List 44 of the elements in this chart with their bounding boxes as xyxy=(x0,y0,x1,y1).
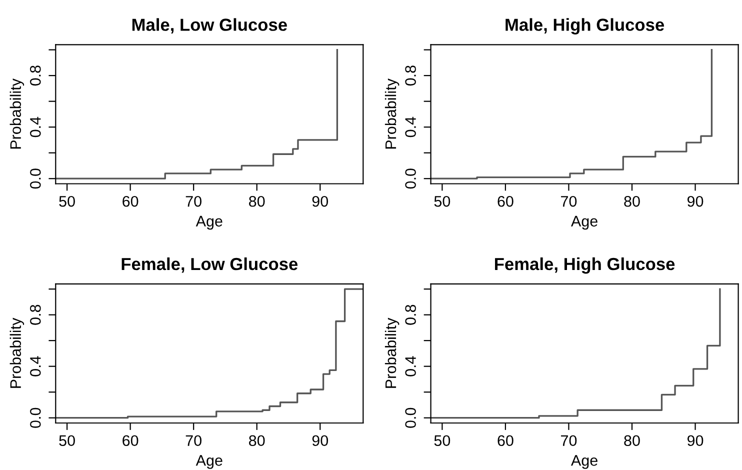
x-tick-label: 80 xyxy=(624,196,640,207)
y-tick-label: 0.8 xyxy=(405,304,416,325)
y-tick-label: 0.4 xyxy=(405,116,416,138)
x-tick-label: 50 xyxy=(59,435,75,446)
x-tick-label: 90 xyxy=(687,196,704,207)
y-axis-title: Probability xyxy=(384,78,400,149)
y-axis-title: Probability xyxy=(384,318,400,388)
y-tick-label: 0.0 xyxy=(30,408,41,428)
x-tick-label: 80 xyxy=(624,435,640,446)
y-tick-label: 0.0 xyxy=(405,168,416,189)
x-tick-label: 60 xyxy=(122,435,138,446)
chart-title: Male, Low Glucose xyxy=(132,18,287,34)
y-tick-label: 0.8 xyxy=(30,304,41,325)
y-tick-label: 0.4 xyxy=(30,356,41,376)
x-tick-label: 60 xyxy=(498,196,514,207)
y-axis-title: Probability xyxy=(10,78,24,149)
x-tick-label: 70 xyxy=(186,196,202,207)
x-axis-title: Age xyxy=(570,216,598,230)
x-tick-label: 90 xyxy=(687,435,704,446)
x-tick-label: 70 xyxy=(561,435,577,446)
y-tick-label: 0.8 xyxy=(30,66,41,86)
x-tick-label: 90 xyxy=(312,435,328,446)
x-tick-label: 70 xyxy=(561,196,577,207)
x-axis-title: Age xyxy=(196,455,222,469)
x-tick-label: 60 xyxy=(122,196,138,207)
chart-title: Male, High Glucose xyxy=(506,18,664,34)
y-tick-label: 0.0 xyxy=(405,408,416,428)
y-tick-label: 0.0 xyxy=(30,168,41,189)
x-tick-label: 50 xyxy=(59,196,75,207)
x-tick-label: 50 xyxy=(434,196,450,207)
x-tick-label: 80 xyxy=(249,435,265,446)
x-axis-title: Age xyxy=(570,455,598,469)
chart-title: Female, High Glucose xyxy=(495,257,675,274)
chart-title: Female, Low Glucose xyxy=(122,257,298,273)
y-tick-label: 0.8 xyxy=(405,66,416,86)
y-tick-label: 0.4 xyxy=(405,356,416,376)
x-tick-label: 90 xyxy=(312,196,328,207)
x-tick-label: 60 xyxy=(498,435,514,446)
x-tick-label: 70 xyxy=(186,435,202,446)
x-axis-title: Age xyxy=(196,216,222,230)
x-tick-label: 80 xyxy=(249,196,265,207)
y-tick-label: 0.4 xyxy=(30,116,41,138)
x-tick-label: 50 xyxy=(434,435,450,446)
y-axis-title: Probability xyxy=(10,318,24,388)
